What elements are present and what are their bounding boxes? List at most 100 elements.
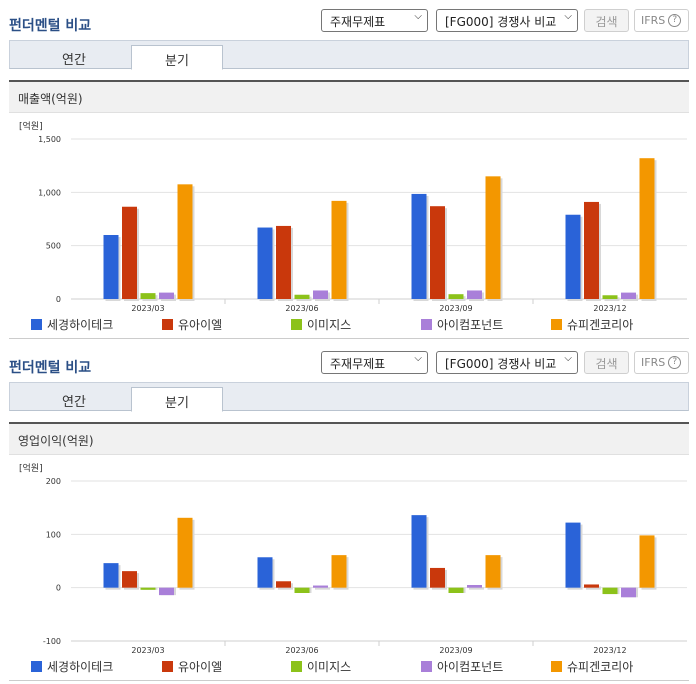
bar-chart: [억원] 0 500 1,000 1,500 2023/03 2023/06 2023/09 2… — [19, 120, 687, 313]
ifrs-button[interactable]: IFRS? — [634, 351, 689, 374]
ifrs-label: IFRS — [641, 14, 666, 27]
legend-label: 유아이엘 — [178, 660, 223, 674]
bar — [602, 587, 618, 595]
bar — [257, 227, 273, 299]
bar-shadow — [315, 587, 330, 590]
y-tick-label: 100 — [46, 530, 61, 539]
bar — [621, 292, 636, 299]
legend-item[interactable]: 유아이엘 — [162, 316, 222, 333]
bar — [430, 567, 445, 588]
x-tick-label: 2023/12 — [593, 304, 626, 313]
x-tick-label: 2023/06 — [285, 646, 318, 655]
tab-quarter[interactable]: 분기 — [131, 387, 223, 412]
bar — [331, 200, 347, 299]
legend-item[interactable]: 이미지스 — [291, 658, 351, 675]
chart-container: 영업이익(억원) [억원] -100 0 100 200 2023/03 2023/06 20… — [9, 422, 689, 681]
bar — [140, 293, 156, 299]
y-tick-label: 0 — [56, 584, 61, 593]
y-unit-label: [억원] — [19, 120, 43, 132]
statement-select-value: 주재무제표 — [330, 357, 386, 371]
bar — [331, 555, 347, 588]
bar — [584, 584, 599, 588]
chart-container: 매출액(억원) [억원] 0 500 1,000 1,500 2023/03 2023/06… — [9, 80, 689, 339]
legend-label: 세경하이테크 — [47, 660, 114, 674]
search-button[interactable]: 검색 — [584, 9, 629, 32]
compare-select[interactable]: [FG000] 경쟁사 비교 ⌵ — [436, 9, 578, 32]
section-title: 펀더멘털 비교 — [9, 360, 92, 376]
legend-label: 유아이엘 — [178, 318, 223, 332]
bar-shadow — [469, 587, 484, 590]
compare-select-value: [FG000] 경쟁사 비교 — [445, 15, 557, 29]
legend-label: 아이컴포넌트 — [437, 318, 504, 332]
bar — [467, 585, 482, 588]
bar — [257, 557, 273, 588]
compare-select[interactable]: [FG000] 경쟁사 비교 ⌵ — [436, 351, 578, 374]
legend-item[interactable]: 세경하이테크 — [31, 658, 113, 675]
period-tabs: 연간 분기 — [9, 40, 689, 70]
bar — [294, 294, 310, 299]
ifrs-label: IFRS — [641, 356, 666, 369]
legend-swatch — [31, 661, 42, 672]
legend-swatch — [421, 661, 432, 672]
period-tabs: 연간 분기 — [9, 382, 689, 412]
fundamental-compare-panel: 펀더멘털 비교 주재무제표 ⌵ [FG000] 경쟁사 비교 ⌵ 검색 IFRS… — [0, 342, 696, 684]
legend-item[interactable]: 슈피겐코리아 — [551, 316, 633, 333]
bar — [411, 515, 427, 588]
bar-chart: [억원] -100 0 100 200 2023/03 2023/06 2023/09 2023… — [19, 462, 687, 655]
chart-title: 영업이익(억원) — [18, 434, 94, 448]
legend-item[interactable]: 아이컴포넌트 — [421, 658, 503, 675]
bar — [122, 206, 137, 299]
x-tick-label: 2023/12 — [593, 646, 626, 655]
x-tick-label: 2023/03 — [131, 646, 164, 655]
legend-item[interactable]: 슈피겐코리아 — [551, 658, 633, 675]
bar — [159, 587, 174, 596]
bar-shadow — [586, 586, 601, 590]
ifrs-button[interactable]: IFRS? — [634, 9, 689, 32]
chart-legend: 세경하이테크 유아이엘 이미지스 아이컴포넌트 슈피겐코리아 — [9, 658, 689, 676]
bar — [103, 235, 119, 299]
compare-select-value: [FG000] 경쟁사 비교 — [445, 357, 557, 371]
legend-item[interactable]: 유아이엘 — [162, 658, 222, 675]
bar — [565, 214, 581, 299]
x-tick-label: 2023/09 — [439, 646, 472, 655]
bar — [448, 587, 464, 593]
chart-header: 영업이익(억원) — [9, 424, 689, 455]
bar — [411, 193, 427, 299]
y-tick-label: 1,500 — [38, 135, 61, 144]
chart-legend: 세경하이테크 유아이엘 이미지스 아이컴포넌트 슈피겐코리아 — [9, 316, 689, 334]
bar — [430, 206, 445, 299]
y-tick-label: 0 — [56, 295, 61, 304]
legend-item[interactable]: 이미지스 — [291, 316, 351, 333]
legend-swatch — [31, 319, 42, 330]
bar — [313, 290, 328, 299]
legend-item[interactable]: 아이컴포넌트 — [421, 316, 503, 333]
bar-shadow — [604, 297, 620, 301]
chevron-down-icon: ⌵ — [564, 353, 572, 364]
x-tick-label: 2023/09 — [439, 304, 472, 313]
bar — [276, 225, 291, 299]
y-tick-label: 500 — [46, 242, 61, 251]
legend-label: 아이컴포넌트 — [437, 660, 504, 674]
legend-item[interactable]: 세경하이테크 — [31, 316, 113, 333]
help-icon[interactable]: ? — [668, 14, 682, 27]
statement-select[interactable]: 주재무제표 ⌵ — [321, 9, 428, 32]
chart-header: 매출액(억원) — [9, 82, 689, 113]
bar — [485, 176, 501, 299]
y-tick-label: 1,000 — [38, 188, 61, 197]
legend-label: 슈피겐코리아 — [567, 318, 634, 332]
x-tick-label: 2023/06 — [285, 304, 318, 313]
statement-select[interactable]: 주재무제표 ⌵ — [321, 351, 428, 374]
legend-label: 슈피겐코리아 — [567, 660, 634, 674]
tab-annual[interactable]: 연간 — [62, 395, 86, 410]
y-tick-label: 200 — [46, 477, 61, 486]
tab-quarter[interactable]: 분기 — [131, 45, 223, 70]
bar — [448, 294, 464, 299]
tab-annual[interactable]: 연간 — [62, 53, 86, 68]
search-button[interactable]: 검색 — [584, 351, 629, 374]
help-icon[interactable]: ? — [668, 356, 682, 369]
legend-swatch — [291, 319, 302, 330]
legend-label: 이미지스 — [307, 660, 352, 674]
y-tick-label: -100 — [43, 637, 61, 646]
bar — [177, 517, 193, 588]
bar — [565, 522, 581, 588]
